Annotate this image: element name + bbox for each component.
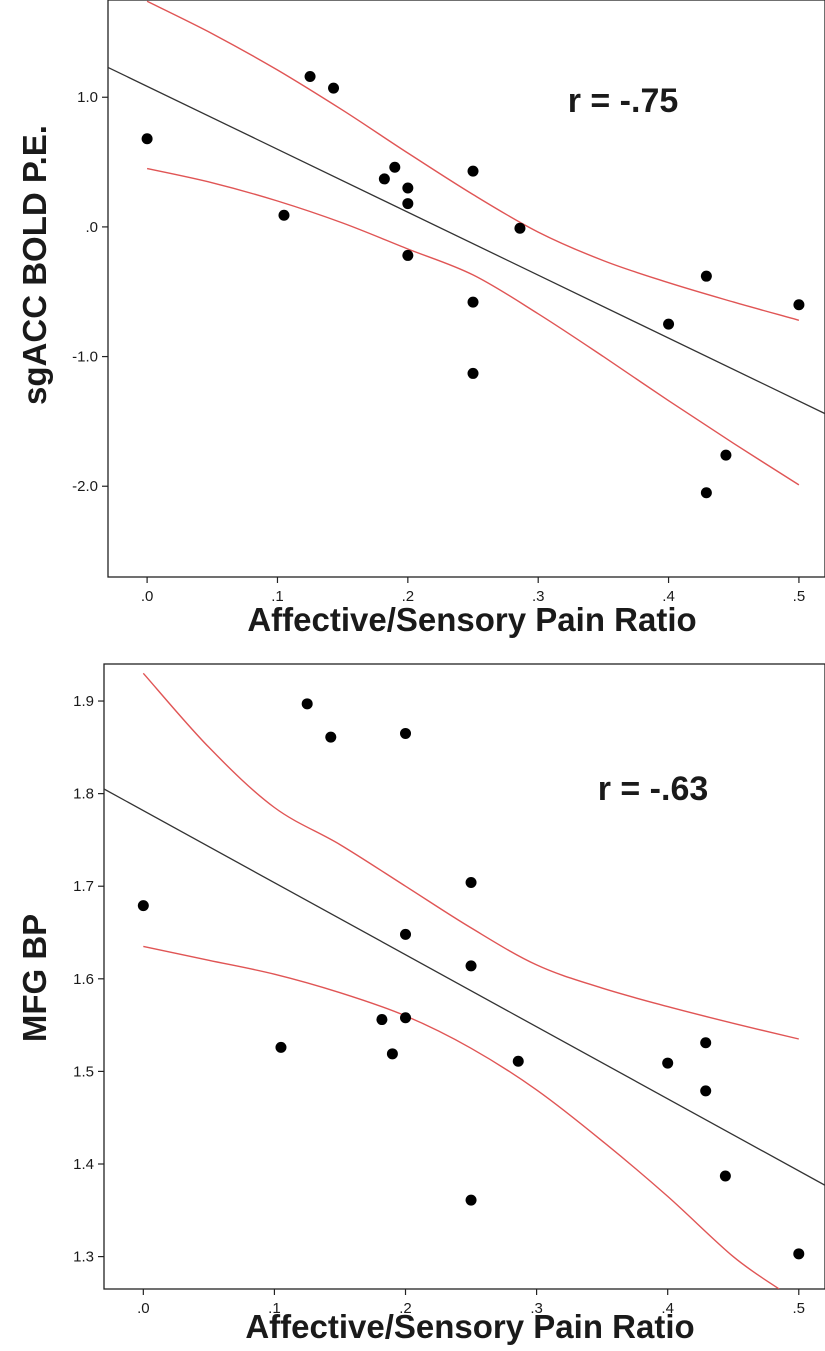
x-tick-label: .2 [399,1300,412,1317]
x-tick-label: .4 [662,588,675,605]
y-tick-label: -2.0 [72,478,98,495]
data-point [465,1194,477,1206]
data-point [278,209,290,221]
data-point [793,299,805,311]
mfg-bp-scatter-panel: .0 .1 .2 .3 .4 .5 1.9 1.8 1.7 1.6 1.5 1.4 1.3 r = -.… [16,663,825,1345]
y-tick-label: 1.7 [73,878,94,895]
x-tick-label: .5 [793,1300,806,1317]
data-point [465,960,477,972]
data-point [378,173,390,185]
data-point [328,82,340,94]
data-point [376,1014,388,1026]
data-point [663,318,675,330]
y-tick-label: 1.0 [77,89,98,106]
data-point [386,1048,398,1060]
data-point [301,698,313,710]
x-axis-title: Affective/Sensory Pain Ratio [245,1308,694,1345]
data-point [793,1248,805,1260]
regression-line [108,66,825,415]
data-point [467,165,479,177]
data-point [700,1037,712,1049]
y-tick-label: .0 [85,219,98,236]
confidence-band-upper [142,672,799,1040]
data-point [662,1057,674,1069]
y-axis-title: MFG BP [16,914,53,1042]
data-point [400,727,412,739]
data-point [719,1170,731,1182]
y-tick-label: 1.9 [73,693,94,710]
data-point [700,270,712,282]
data-point [400,1012,412,1024]
plot-frame [107,0,825,578]
x-tick-label: .5 [793,588,806,605]
data-point [514,222,526,234]
data-point [467,296,479,308]
confidence-band-upper [146,0,800,321]
confidence-band-lower [146,167,800,486]
axis-ticks: .0 .1 .2 .3 .4 .5 1.9 1.8 1.7 1.6 1.5 1.4 1.3 [73,693,805,1317]
data-point [325,731,337,743]
data-point [700,1085,712,1097]
plot-frame [103,663,825,1290]
x-tick-label: .0 [137,1300,150,1317]
y-axis-title: sgACC BOLD P.E. [16,125,53,405]
data-point [402,198,414,210]
x-tick-label: .4 [661,1300,674,1317]
axis-ticks: .0 .1 .2 .3 .4 .5 1.0 .0 -1.0 -2.0 [72,89,805,605]
data-point [402,249,414,261]
data-point [304,71,316,83]
plot-area [104,672,825,1289]
x-tick-label: .1 [268,1300,281,1317]
y-tick-label: 1.6 [73,971,94,988]
x-tick-label: .3 [532,588,545,605]
y-tick-label: -1.0 [72,349,98,366]
x-tick-label: .2 [402,588,415,605]
data-point [465,877,477,889]
plot-area [108,0,825,499]
x-tick-label: .1 [271,588,284,605]
data-point [512,1055,524,1067]
data-point [467,367,479,379]
data-point [400,928,412,940]
plot-marks [104,672,825,1289]
data-point [700,487,712,499]
y-tick-label: 1.5 [73,1063,94,1080]
x-tick-label: .0 [141,588,154,605]
data-point [389,161,401,173]
data-point [275,1041,287,1053]
y-tick-label: 1.8 [73,786,94,803]
sgacc-scatter-panel: .0 .1 .2 .3 .4 .5 1.0 .0 -1.0 -2.0 r = -.75 Affec… [16,0,825,638]
x-axis-title: Affective/Sensory Pain Ratio [247,601,696,638]
confidence-band-lower [143,945,780,1289]
data-point [402,182,414,194]
plot-marks [108,0,825,499]
data-point [141,133,153,145]
y-tick-label: 1.4 [73,1156,94,1173]
correlation-annotation: r = -.63 [598,770,709,808]
x-tick-label: .3 [530,1300,543,1317]
y-tick-label: 1.3 [73,1249,94,1266]
data-point [720,449,732,461]
correlation-annotation: r = -.75 [568,82,679,120]
data-point [137,900,149,912]
regression-line [104,788,825,1186]
